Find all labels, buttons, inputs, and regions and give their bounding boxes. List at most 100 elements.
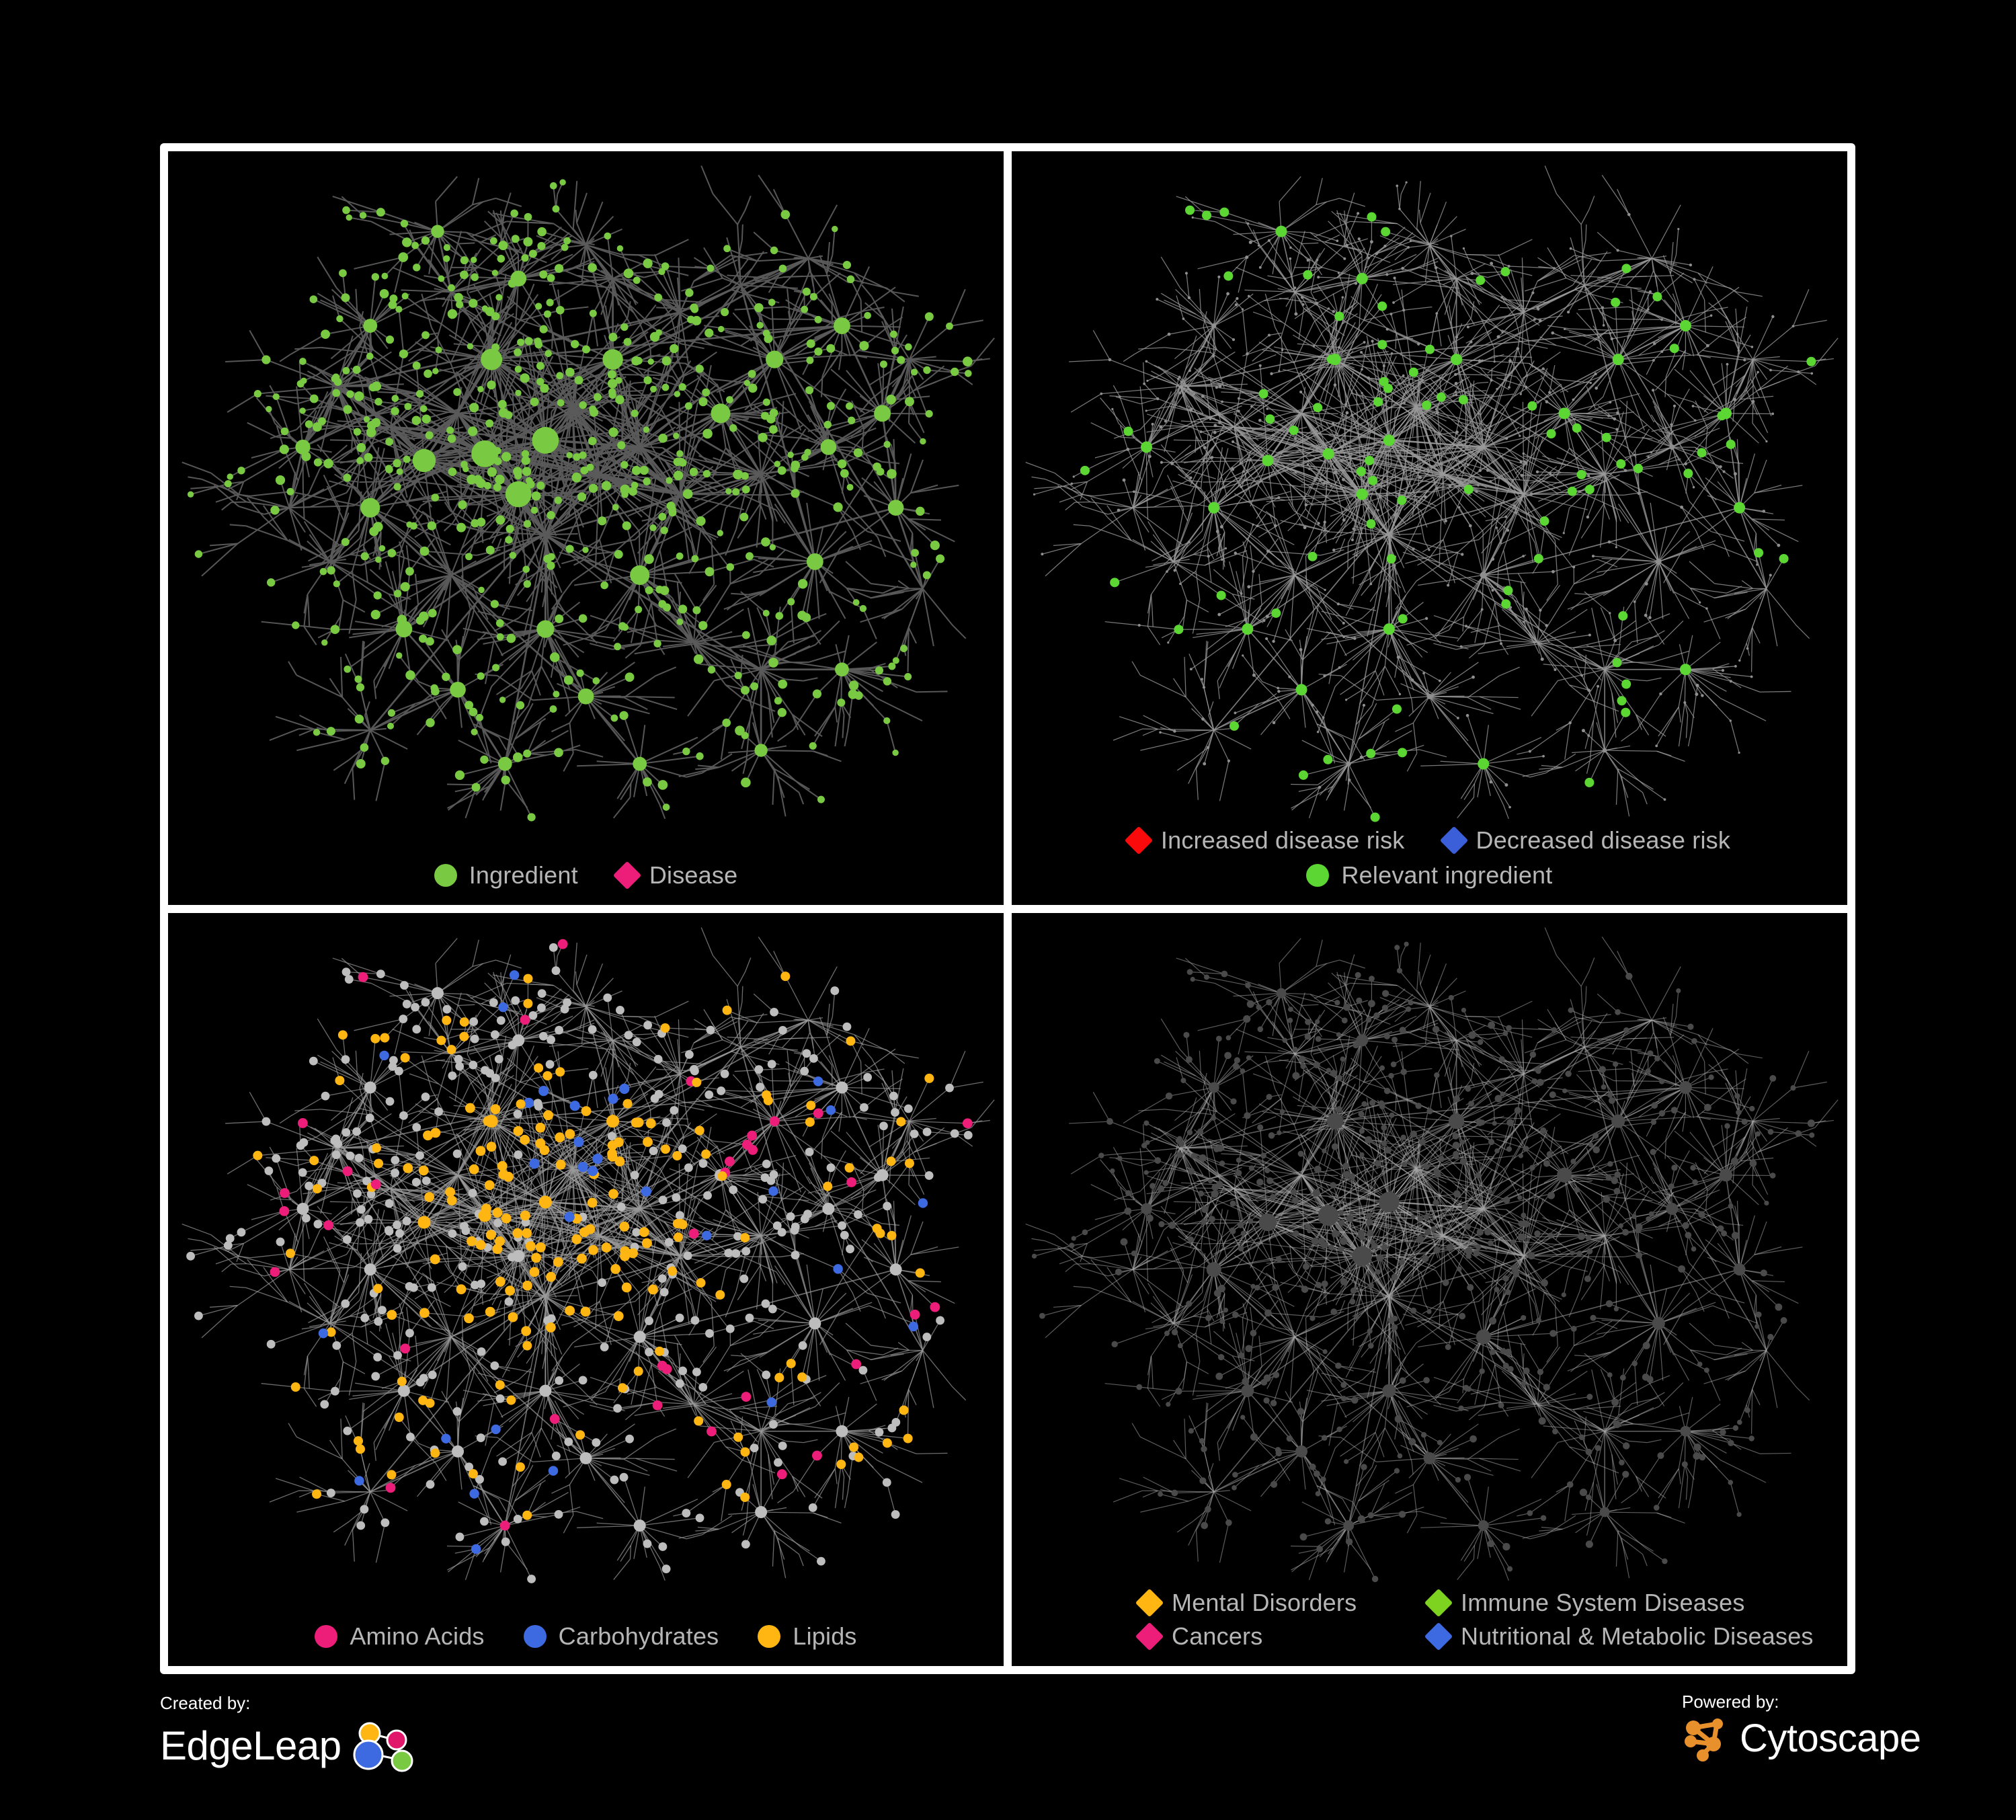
network-node[interactable] <box>1729 680 1732 683</box>
network-node[interactable] <box>523 520 532 528</box>
network-node[interactable] <box>610 714 618 722</box>
network-node[interactable] <box>396 468 403 475</box>
network-node[interactable] <box>1323 388 1326 391</box>
highlighted-node[interactable] <box>1258 389 1268 399</box>
network-node[interactable] <box>1274 524 1277 528</box>
network-node[interactable] <box>801 305 809 313</box>
network-node[interactable] <box>1500 296 1504 299</box>
network-node[interactable] <box>1289 246 1292 249</box>
network-node[interactable] <box>889 330 897 338</box>
network-node[interactable] <box>726 563 735 571</box>
network-node[interactable] <box>549 652 560 662</box>
network-node[interactable] <box>1508 359 1512 363</box>
highlighted-node[interactable] <box>1458 395 1468 405</box>
network-node[interactable] <box>1213 430 1217 434</box>
network-node[interactable] <box>411 1177 421 1187</box>
network-node[interactable] <box>769 425 778 434</box>
network-node[interactable] <box>1647 456 1650 459</box>
network-node[interactable] <box>1471 675 1475 679</box>
network-node[interactable] <box>1738 751 1740 754</box>
network-node[interactable] <box>1466 325 1469 329</box>
network-node[interactable] <box>754 303 764 313</box>
network-node[interactable] <box>393 483 401 491</box>
network-node[interactable] <box>1342 635 1345 639</box>
network-node[interactable] <box>1466 463 1469 467</box>
network-node[interactable] <box>930 540 940 551</box>
highlighted-node[interactable] <box>1370 812 1380 822</box>
network-node[interactable] <box>582 547 589 553</box>
network-node[interactable] <box>840 469 849 478</box>
network-node[interactable] <box>1201 717 1205 721</box>
network-node[interactable] <box>460 270 469 280</box>
network-node[interactable] <box>485 545 495 555</box>
network-node[interactable] <box>1501 331 1504 334</box>
network-node[interactable] <box>1393 564 1396 567</box>
network-node[interactable] <box>1810 372 1814 375</box>
network-node[interactable] <box>657 780 668 790</box>
network-node[interactable] <box>1288 675 1291 678</box>
network-node[interactable] <box>1207 555 1210 558</box>
network-node[interactable] <box>1173 729 1176 733</box>
network-node[interactable] <box>321 639 328 646</box>
network-node[interactable] <box>1426 469 1430 472</box>
network-node[interactable] <box>1444 519 1447 523</box>
highlighted-node[interactable] <box>1397 496 1407 506</box>
network-node[interactable] <box>1343 257 1346 260</box>
network-node[interactable] <box>224 480 232 487</box>
network-node[interactable] <box>1615 428 1619 431</box>
network-node[interactable] <box>1522 452 1525 455</box>
network-node[interactable] <box>1729 719 1732 722</box>
network-node[interactable] <box>1481 359 1484 362</box>
highlighted-node[interactable] <box>1373 397 1383 407</box>
network-node[interactable] <box>692 606 701 615</box>
network-node[interactable] <box>621 623 629 631</box>
network-node[interactable] <box>549 705 557 713</box>
network-node[interactable] <box>1111 407 1114 411</box>
network-node[interactable] <box>1525 461 1528 465</box>
network-node[interactable] <box>1522 555 1525 558</box>
network-node[interactable] <box>1333 383 1337 387</box>
network-node[interactable] <box>412 361 421 370</box>
network-node[interactable] <box>814 347 823 356</box>
network-node[interactable] <box>1439 679 1441 682</box>
network-node[interactable] <box>1454 382 1458 386</box>
highlighted-node[interactable] <box>1356 467 1366 477</box>
network-node[interactable] <box>1361 391 1363 395</box>
highlighted-node[interactable] <box>1208 502 1220 514</box>
network-node[interactable] <box>395 621 413 638</box>
network-node[interactable] <box>1344 699 1348 701</box>
network-node[interactable] <box>1777 543 1781 547</box>
network-node[interactable] <box>1562 532 1565 535</box>
network-node[interactable] <box>805 386 814 395</box>
highlighted-node[interactable] <box>1383 623 1395 635</box>
network-node[interactable] <box>897 356 905 364</box>
network-node[interactable] <box>904 672 912 680</box>
network-node[interactable] <box>780 210 791 219</box>
highlighted-node[interactable] <box>1365 455 1375 466</box>
network-node[interactable] <box>653 639 661 647</box>
network-node[interactable] <box>391 1155 400 1164</box>
network-node[interactable] <box>1217 275 1221 278</box>
network-node[interactable] <box>391 395 399 402</box>
network-node[interactable] <box>951 367 959 377</box>
network-node[interactable] <box>922 571 931 580</box>
network-node[interactable] <box>1769 573 1772 577</box>
network-node[interactable] <box>404 403 412 410</box>
network-node[interactable] <box>1182 317 1185 320</box>
network-node[interactable] <box>309 394 319 403</box>
network-node[interactable] <box>1610 337 1614 341</box>
network-node[interactable] <box>1249 458 1252 461</box>
network-node[interactable] <box>624 672 635 682</box>
network-node[interactable] <box>925 409 933 418</box>
network-node[interactable] <box>454 770 465 781</box>
network-node[interactable] <box>536 620 555 638</box>
network-node[interactable] <box>778 264 787 273</box>
network-node[interactable] <box>608 388 616 396</box>
network-node[interactable] <box>809 1316 821 1329</box>
network-node[interactable] <box>475 448 483 457</box>
network-node[interactable] <box>643 258 653 268</box>
network-node[interactable] <box>778 679 788 689</box>
network-node[interactable] <box>1449 235 1453 237</box>
network-node[interactable] <box>1234 303 1238 307</box>
highlighted-node[interactable] <box>1679 320 1691 332</box>
